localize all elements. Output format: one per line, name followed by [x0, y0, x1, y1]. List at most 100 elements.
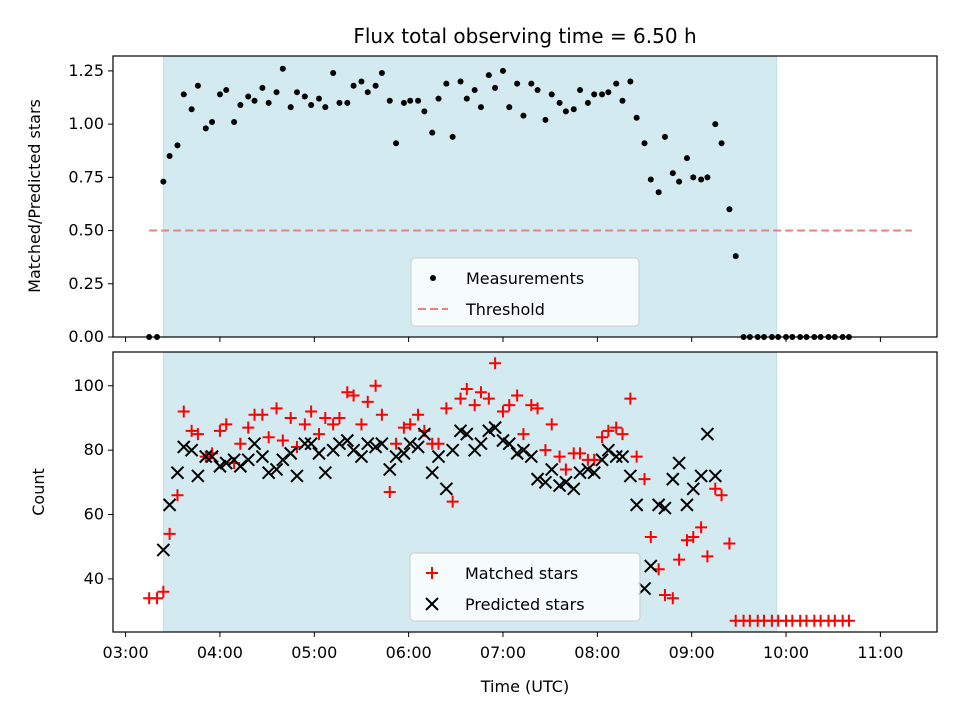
predicted-stars-point	[298, 437, 312, 451]
predicted-stars-point	[375, 437, 389, 451]
matched-stars-point	[191, 428, 204, 441]
measurement-point	[477, 104, 484, 111]
measurement-point	[435, 95, 442, 102]
x-tick-label: 03:00	[103, 643, 149, 662]
predicted-stars-point	[425, 465, 439, 480]
predicted-stars-point	[417, 427, 432, 441]
predicted-stars-point	[694, 469, 708, 483]
measurement-point	[407, 97, 414, 104]
matched-stars-point	[157, 585, 170, 598]
measurement-point	[499, 67, 506, 74]
matched-stars-point	[596, 431, 609, 444]
measurement-point	[613, 80, 620, 87]
measurement-point	[633, 114, 640, 121]
matched-stars-point	[220, 418, 233, 431]
measurement-point	[534, 87, 541, 94]
matched-stars-point	[270, 402, 283, 415]
predicted-stars-point	[623, 469, 638, 483]
legend-label: Threshold	[465, 300, 545, 319]
matched-stars-point	[482, 392, 495, 405]
measurement-point	[279, 65, 286, 72]
predicted-stars-point	[283, 446, 298, 461]
matched-stars-point	[177, 405, 190, 418]
predicted-stars-point	[581, 462, 595, 477]
measurement-point	[506, 104, 513, 111]
measurement-point	[293, 89, 300, 96]
measurement-point	[194, 82, 201, 89]
matched-stars-point	[327, 418, 340, 431]
measurement-point	[698, 176, 705, 183]
legend-label: Matched stars	[465, 564, 578, 583]
matched-stars-point	[276, 434, 289, 447]
predicted-stars-point	[184, 443, 199, 457]
matched-stars-point	[673, 553, 686, 566]
x-tick-label: 04:00	[197, 643, 243, 662]
predicted-stars-point	[615, 449, 630, 464]
measurement-point	[160, 178, 167, 185]
predicted-stars-point	[219, 456, 233, 470]
predicted-stars-point	[332, 437, 347, 451]
legend-label: Measurements	[466, 269, 584, 288]
legend-box	[410, 257, 640, 327]
matched-stars-point	[163, 527, 176, 540]
matched-stars-point	[610, 421, 623, 434]
matched-stars-point	[213, 424, 226, 437]
measurement-point	[287, 104, 294, 111]
predicted-stars-point	[651, 498, 666, 512]
x-axis-label: Time (UTC)	[480, 677, 569, 696]
top-y-axis-label: Matched/Predicted stars	[25, 99, 44, 293]
predicted-stars-point	[686, 482, 700, 496]
predicted-stars-point	[538, 475, 553, 490]
matched-stars-point	[242, 421, 255, 434]
predicted-stars-point	[255, 449, 270, 464]
predicted-stars-point	[637, 581, 652, 596]
predicted-stars-point	[502, 437, 516, 451]
measurement-point	[209, 118, 216, 125]
measurement-point	[627, 78, 634, 85]
legend-marker	[425, 597, 439, 611]
matched-stars-point	[305, 405, 318, 418]
matched-stars-point	[361, 395, 374, 408]
bottom-panel: 40 60 80 100 03:00 04:00 05:00 06:00 07:00 08:00 0…	[73, 351, 938, 662]
legend-marker	[430, 275, 436, 281]
matched-stars-point	[559, 463, 572, 476]
measurement-point	[301, 93, 308, 100]
predicted-stars-point	[368, 440, 383, 454]
measurement-point	[393, 140, 400, 147]
matched-stars-point	[666, 592, 679, 605]
measurement-point	[188, 106, 195, 113]
predicted-stars-point	[567, 482, 581, 496]
measurement-point	[421, 108, 428, 115]
matched-stars-point	[489, 357, 502, 370]
matched-stars-point	[687, 531, 700, 544]
measurement-point	[245, 93, 252, 100]
predicted-stars-point	[403, 437, 417, 451]
measurement-point	[344, 99, 351, 106]
y-tick-label: 1.00	[68, 114, 104, 133]
predicted-stars-point	[304, 437, 318, 451]
predicted-stars-point	[496, 433, 510, 448]
measurement-point	[647, 176, 654, 183]
measurement-point	[216, 91, 223, 98]
predicted-stars-point	[510, 446, 524, 461]
matched-stars-point	[658, 588, 671, 601]
x-tick-label: 11:00	[857, 643, 903, 662]
measurement-point	[265, 99, 272, 106]
predicted-stars-point	[261, 465, 276, 480]
matched-stars-point	[390, 437, 403, 450]
matched-stars-point	[404, 418, 417, 431]
predicted-stars-point	[340, 433, 355, 448]
predicted-stars-point	[199, 449, 213, 464]
matched-stars-point	[644, 531, 657, 544]
predicted-stars-point	[276, 453, 290, 467]
predicted-stars-point	[439, 482, 454, 496]
measurement-point	[599, 91, 606, 98]
measurement-point	[676, 178, 683, 185]
y-tick-label: 0.00	[68, 327, 104, 346]
matched-stars-point	[624, 392, 637, 405]
measurement-point	[364, 89, 371, 96]
matched-stars-point	[539, 444, 552, 457]
predicted-stars-point	[205, 449, 219, 464]
measurement-point	[372, 82, 379, 89]
